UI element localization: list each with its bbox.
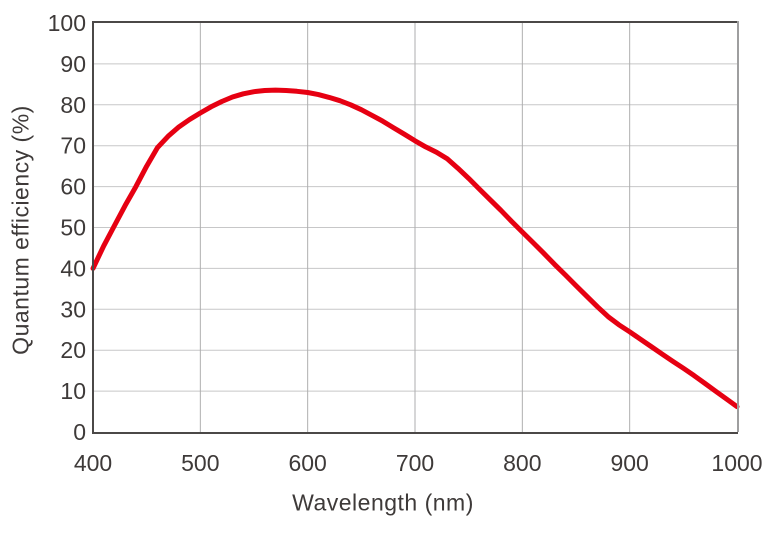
y-tick-label: 50 (60, 215, 86, 241)
x-tick-label: 400 (74, 450, 112, 476)
qe-curve (90, 87, 740, 410)
y-tick-label: 60 (60, 174, 86, 200)
y-tick-label: 70 (60, 133, 86, 159)
x-tick-label: 700 (396, 450, 434, 476)
x-tick-label: 1000 (711, 450, 762, 476)
y-tick-label: 10 (60, 378, 86, 404)
y-tick-label: 90 (60, 51, 86, 77)
y-axis-title: Quantum efficiency (%) (7, 105, 34, 355)
x-tick-label: 600 (288, 450, 326, 476)
y-tick-label: 40 (60, 255, 86, 281)
y-tick-label: 100 (48, 10, 86, 36)
y-tick-label: 20 (60, 337, 86, 363)
x-tick-label: 900 (610, 450, 648, 476)
x-tick-label: 500 (181, 450, 219, 476)
x-axis-title: Wavelength (nm) (292, 489, 474, 516)
y-tick-label: 0 (73, 419, 86, 445)
x-tick-label: 800 (503, 450, 541, 476)
y-tick-label: 80 (60, 92, 86, 118)
y-tick-label: 30 (60, 296, 86, 322)
